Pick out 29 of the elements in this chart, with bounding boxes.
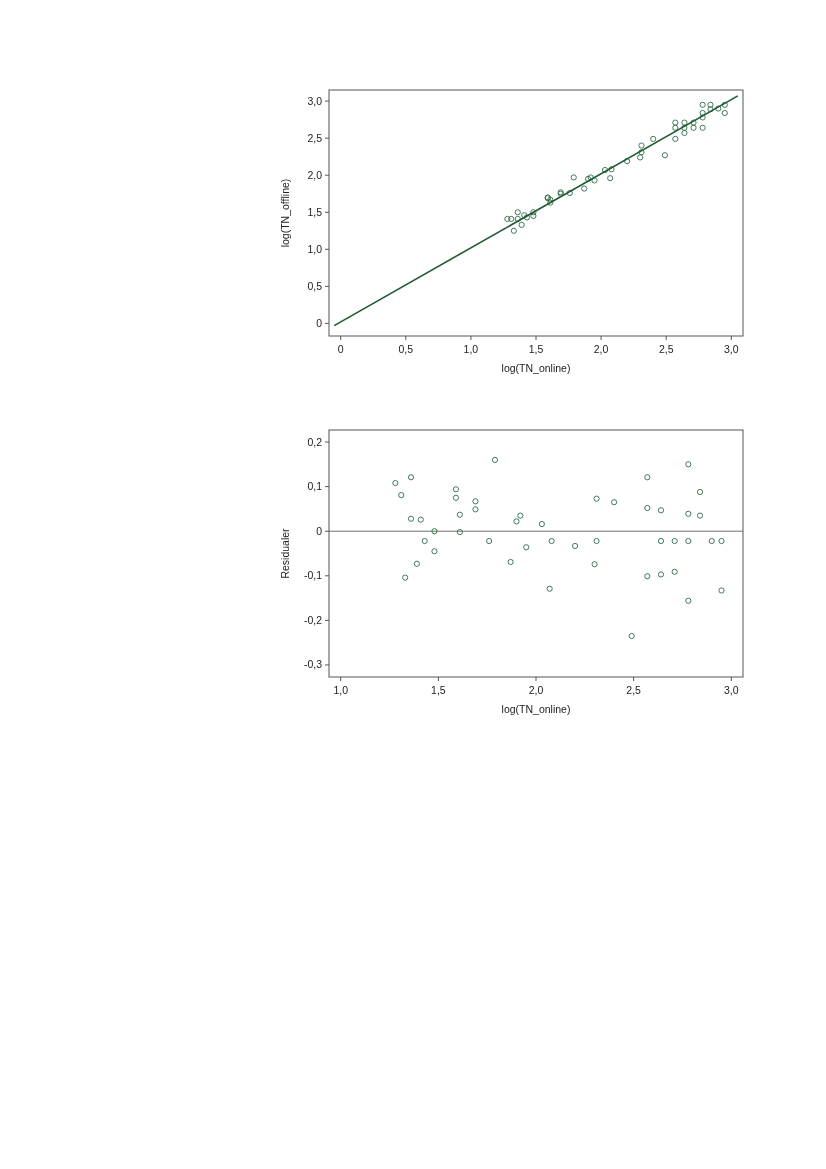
y-tick-label: -0,1 xyxy=(303,569,323,582)
y-tick-label: 1,5 xyxy=(307,205,323,218)
x-tick-label: 2,5 xyxy=(626,684,642,696)
y-tick-label: 0 xyxy=(316,524,323,537)
y-tick-label: 1,0 xyxy=(307,242,323,255)
x-tick-label: 3,0 xyxy=(723,343,739,355)
y-tick-label: 2,5 xyxy=(307,131,323,144)
x-tick-label: 2,0 xyxy=(528,684,544,696)
y-tick-label: 3,0 xyxy=(307,94,323,107)
x-tick-label: 2,0 xyxy=(593,343,609,355)
x-tick-label: 1,0 xyxy=(333,684,349,696)
y-tick-label: -0,3 xyxy=(303,658,323,671)
y-axis-title: Residualer xyxy=(279,527,291,579)
x-tick-label: 1,5 xyxy=(528,343,544,355)
y-axis-title: log(TN_offline) xyxy=(279,178,291,248)
y-tick-label: 0 xyxy=(316,316,323,329)
x-tick-label: 1,0 xyxy=(463,343,479,355)
y-tick-label: 0,1 xyxy=(307,480,323,493)
x-tick-label: 1,5 xyxy=(431,684,446,696)
x-axis-title: log(TN_online) xyxy=(501,362,571,374)
x-axis-title: log(TN_online) xyxy=(501,703,571,715)
x-tick-label: 0,5 xyxy=(398,343,414,355)
y-tick-label: 0,2 xyxy=(307,435,323,448)
y-tick-label: 2,0 xyxy=(307,168,323,181)
y-tick-label: 0,5 xyxy=(307,279,323,292)
x-tick-label: 2,5 xyxy=(658,343,674,355)
y-tick-label: -0,2 xyxy=(303,613,323,626)
x-tick-label: 3,0 xyxy=(723,684,739,696)
x-tick-label: 0 xyxy=(337,343,344,355)
